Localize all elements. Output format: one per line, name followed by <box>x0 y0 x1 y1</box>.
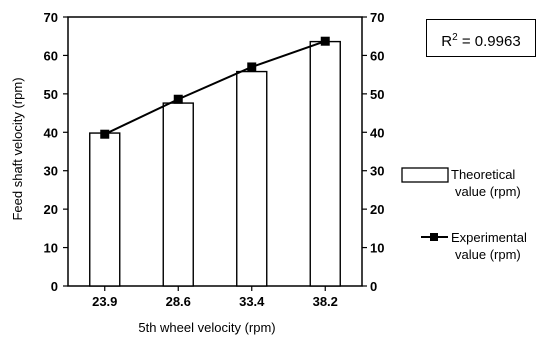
y-tick-label: 60 <box>44 48 58 63</box>
experimental-line-layer <box>100 36 330 139</box>
ticks-layer: 0 10 20 30 40 50 60 70 0 10 20 30 40 50 60 70 23.9 28.6 33… <box>44 10 385 309</box>
y2-tick-label: 20 <box>370 202 384 217</box>
y-tick-label: 20 <box>44 202 58 217</box>
theoretical-bar <box>89 132 121 287</box>
r2-superscript: 2 <box>452 32 458 43</box>
y-tick-label: 30 <box>44 164 58 179</box>
experimental-point <box>173 94 183 104</box>
y2-tick-label: 70 <box>370 10 384 25</box>
r2-prefix: R <box>441 33 453 50</box>
legend-experimental-marker <box>430 233 438 241</box>
x-tick-label: 23.9 <box>92 294 117 309</box>
legend-theoretical-swatch <box>401 167 449 183</box>
legend-experimental-label-line1: Experimental <box>451 230 527 245</box>
legend-experimental-label-line2: value (rpm) <box>455 247 521 262</box>
theoretical-bar <box>236 70 268 287</box>
y-tick-label: 70 <box>44 10 58 25</box>
y-tick-label: 40 <box>44 125 58 140</box>
y2-tick-label: 30 <box>370 164 384 179</box>
x-tick-label: 33.4 <box>239 294 265 309</box>
bars-layer <box>89 40 341 287</box>
y2-tick-label: 10 <box>370 241 384 256</box>
y2-tick-label: 60 <box>370 48 384 63</box>
plot-frame <box>67 16 363 287</box>
y-axis-title: Feed shaft velocity (rpm) <box>10 77 25 220</box>
y2-tick-label: 40 <box>370 125 384 140</box>
y2-tick-label: 50 <box>370 87 384 102</box>
plot-area-border <box>67 16 363 287</box>
theoretical-bar <box>162 102 194 287</box>
experimental-point <box>100 129 110 139</box>
x-tick-label: 38.2 <box>313 294 338 309</box>
experimental-point <box>247 62 257 72</box>
theoretical-bar <box>309 40 341 287</box>
y-tick-label: 0 <box>51 279 58 294</box>
r2-value: = 0.9963 <box>457 33 521 50</box>
x-axis-title: 5th wheel velocity (rpm) <box>138 320 275 335</box>
y-tick-label: 50 <box>44 87 58 102</box>
experimental-point <box>320 36 330 46</box>
r-squared-annotation: R2 = 0.9963 <box>426 19 536 57</box>
experimental-series-line <box>104 40 326 136</box>
x-tick-label: 28.6 <box>166 294 191 309</box>
y-tick-label: 10 <box>44 241 58 256</box>
legend-theoretical-label-line1: Theoretical <box>451 167 515 182</box>
y2-tick-label: 0 <box>370 279 377 294</box>
legend-theoretical-label-line2: value (rpm) <box>455 184 521 199</box>
legend: Theoretical value (rpm) Experimental val… <box>401 167 527 262</box>
